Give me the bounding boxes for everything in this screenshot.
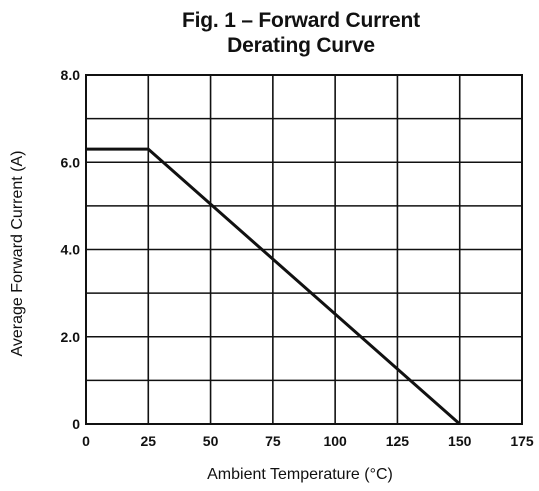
x-tick-label: 175 [510, 433, 534, 449]
chart-title: Fig. 1 – Forward Current Derating Curve [0, 8, 539, 58]
y-tick-label: 2.0 [61, 329, 81, 345]
y-tick-label: 6.0 [61, 154, 81, 170]
grid [86, 75, 522, 424]
y-tick-label: 4.0 [61, 242, 81, 258]
y-tick-label: 0 [72, 416, 80, 432]
x-tick-label: 0 [82, 433, 90, 449]
chart-title-line-2: Derating Curve [227, 34, 375, 57]
y-tick-label: 8.0 [61, 67, 81, 83]
tick-labels: 0 25 50 75 100 125 150 175 0 2.0 4.0 6.0 8.0 [61, 67, 534, 449]
plot-frame [85, 74, 523, 425]
y-axis-label: Average Forward Current (A) [9, 151, 26, 357]
x-tick-label: 150 [448, 433, 472, 449]
x-tick-label: 100 [323, 433, 347, 449]
chart-title-line-1: Fig. 1 – Forward Current [182, 9, 420, 32]
x-tick-label: 25 [140, 433, 156, 449]
x-tick-label: 50 [203, 433, 219, 449]
x-tick-label: 75 [265, 433, 281, 449]
x-axis-label: Ambient Temperature (°C) [207, 466, 393, 483]
x-tick-label: 125 [386, 433, 410, 449]
